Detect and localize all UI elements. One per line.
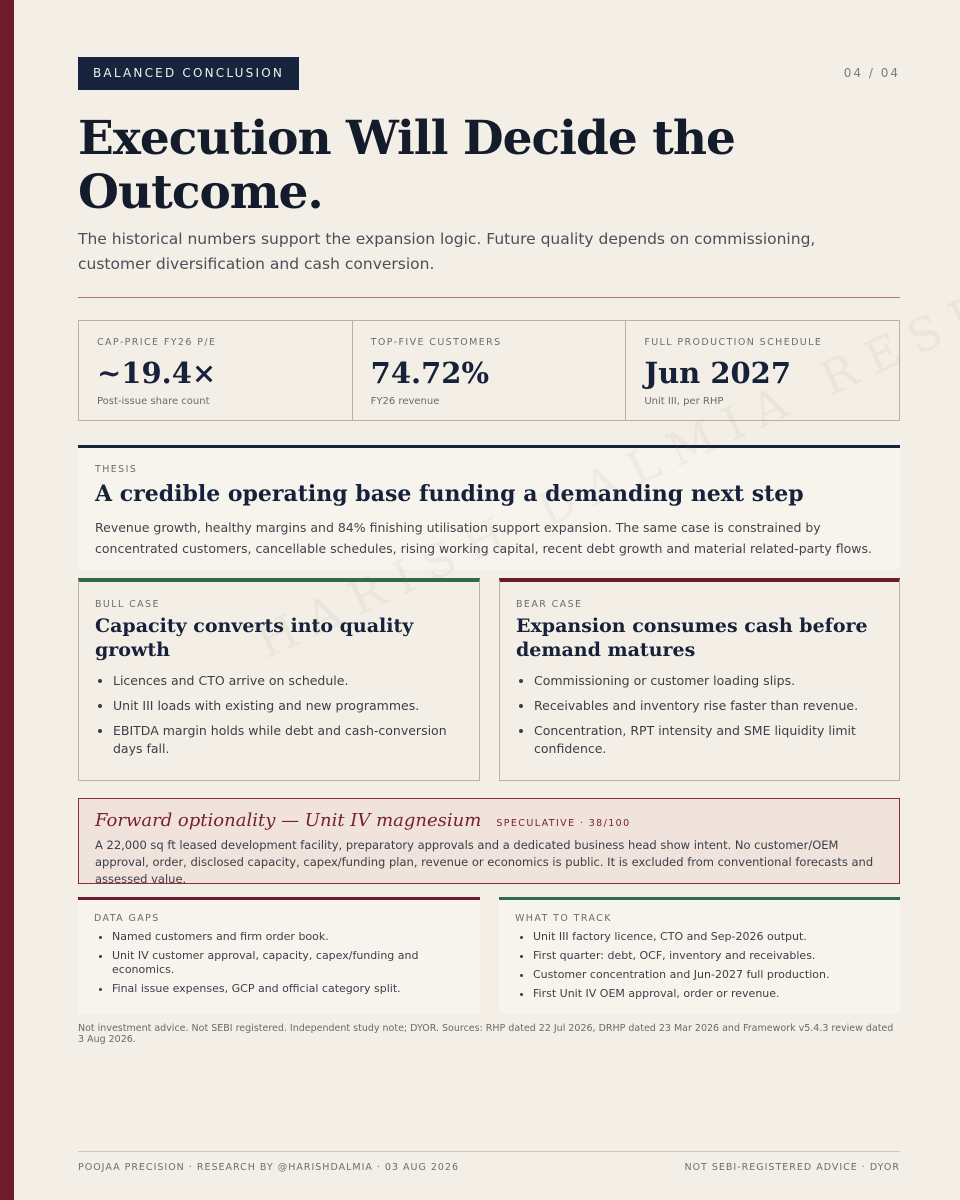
stats-row: CAP-PRICE FY26 P/E ~19.4× Post-issue sha… — [78, 320, 900, 421]
what-to-track-panel: WHAT TO TRACK Unit III factory licence, … — [499, 897, 900, 1013]
list-item: Unit III factory licence, CTO and Sep-20… — [533, 930, 884, 944]
data-gaps-panel: DATA GAPS Named customers and firm order… — [78, 897, 480, 1013]
forward-header: Forward optionality — Unit IV magnesium … — [95, 810, 883, 831]
track-kicker: WHAT TO TRACK — [515, 913, 612, 924]
disclaimer: Not investment advice. Not SEBI register… — [78, 1023, 894, 1045]
stat-note: Post-issue share count — [97, 396, 210, 407]
forward-title: Forward optionality — Unit IV magnesium — [95, 810, 482, 831]
list-item: EBITDA margin holds while debt and cash-… — [113, 722, 463, 758]
bear-kicker: BEAR CASE — [516, 599, 583, 610]
side-accent-bar — [0, 0, 14, 1200]
bull-case-card: BULL CASE Capacity converts into quality… — [78, 578, 480, 781]
list-item: Receivables and inventory rise faster th… — [534, 697, 883, 715]
speculative-badge: SPECULATIVE · 38/100 — [496, 818, 631, 829]
stat-value: ~19.4× — [97, 356, 217, 390]
data-gaps-list: Named customers and firm order book. Uni… — [94, 930, 464, 996]
bull-list: Licences and CTO arrive on schedule. Uni… — [95, 672, 463, 758]
footer-notice: NOT SEBI-REGISTERED ADVICE · DYOR — [684, 1162, 900, 1173]
list-item: First quarter: debt, OCF, inventory and … — [533, 949, 884, 963]
forward-optionality-panel: Forward optionality — Unit IV magnesium … — [78, 798, 900, 886]
list-item: First Unit IV OEM approval, order or rev… — [533, 987, 884, 1001]
footer-divider — [78, 1151, 900, 1152]
list-item: Unit III loads with existing and new pro… — [113, 697, 463, 715]
stat-value: 74.72% — [370, 356, 490, 390]
stat-label: FULL PRODUCTION SCHEDULE — [644, 337, 823, 348]
list-item: Licences and CTO arrive on schedule. — [113, 672, 463, 690]
stat-note: FY26 revenue — [370, 396, 440, 407]
list-item: Commissioning or customer loading slips. — [534, 672, 883, 690]
forward-body: A 22,000 sq ft leased development facili… — [95, 838, 874, 886]
list-item: Concentration, RPT intensity and SME liq… — [534, 722, 883, 758]
footer-credit: POOJAA PRECISION · RESEARCH BY @HARISHDA… — [78, 1162, 460, 1173]
stat-top-customers: TOP-FIVE CUSTOMERS 74.72% FY26 revenue — [353, 321, 627, 420]
page-number: 04 / 04 — [843, 66, 900, 80]
bear-heading: Expansion consumes cash before demand ma… — [516, 615, 868, 661]
data-gaps-kicker: DATA GAPS — [94, 913, 160, 924]
section-tag: BALANCED CONCLUSION — [78, 57, 300, 90]
stat-value: Jun 2027 — [644, 356, 792, 390]
stat-label: TOP-FIVE CUSTOMERS — [370, 337, 502, 348]
stat-label: CAP-PRICE FY26 P/E — [97, 337, 217, 348]
thesis-body: Revenue growth, healthy margins and 84% … — [95, 520, 872, 556]
stat-production-schedule: FULL PRODUCTION SCHEDULE Jun 2027 Unit I… — [626, 321, 899, 420]
page-title: Execution Will Decide the Outcome. — [78, 111, 736, 220]
stat-pe: CAP-PRICE FY26 P/E ~19.4× Post-issue sha… — [79, 321, 353, 420]
list-item: Unit IV customer approval, capacity, cap… — [112, 949, 464, 977]
divider — [78, 297, 900, 298]
track-list: Unit III factory licence, CTO and Sep-20… — [515, 930, 884, 1001]
page-content: HARISH DALMIA RESEARCH BALANCED CONCLUSI… — [78, 0, 960, 1200]
list-item: Named customers and firm order book. — [112, 930, 464, 944]
bear-case-card: BEAR CASE Expansion consumes cash before… — [499, 578, 900, 781]
bear-list: Commissioning or customer loading slips.… — [516, 672, 883, 758]
list-item: Customer concentration and Jun-2027 full… — [533, 968, 884, 982]
stat-note: Unit III, per RHP — [644, 396, 724, 407]
bull-kicker: BULL CASE — [95, 599, 160, 610]
thesis-kicker: THESIS — [95, 464, 138, 475]
list-item: Final issue expenses, GCP and official c… — [112, 982, 464, 996]
thesis-heading: A credible operating base funding a dema… — [95, 481, 804, 507]
page-subtitle: The historical numbers support the expan… — [78, 230, 816, 273]
bull-heading: Capacity converts into quality growth — [95, 615, 414, 661]
thesis-panel: THESIS A credible operating base funding… — [78, 445, 900, 569]
